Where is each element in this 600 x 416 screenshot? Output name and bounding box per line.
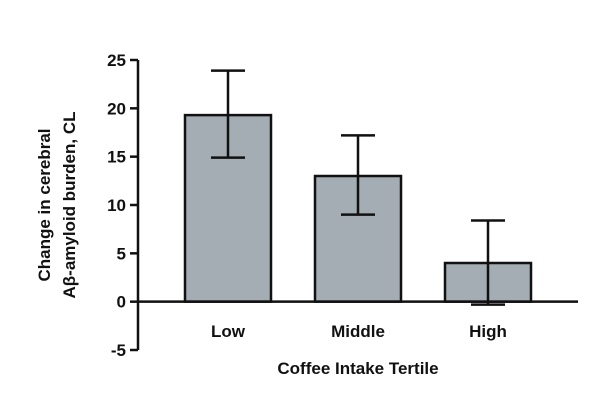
x-category-label: High xyxy=(469,322,507,341)
y-tick-label: 20 xyxy=(107,99,126,118)
x-axis-title: Coffee Intake Tertile xyxy=(277,359,438,378)
y-axis-title-line-1: Change in cerebral xyxy=(35,128,54,281)
x-category-label: Low xyxy=(211,322,246,341)
y-tick-label: 5 xyxy=(117,244,126,263)
y-tick-label: 25 xyxy=(107,51,126,70)
y-tick-label: 15 xyxy=(107,148,126,167)
y-axis-title: Change in cerebral Aβ-amyloid burden, CL xyxy=(35,112,79,299)
x-category-label: Middle xyxy=(331,322,385,341)
y-tick-label: -5 xyxy=(111,341,126,360)
y-axis-title-line-2: Aβ-amyloid burden, CL xyxy=(60,112,79,299)
plot-area: 25 20 15 10 5 0 -5 Low Middle High xyxy=(107,51,578,360)
y-tick-label: 0 xyxy=(117,293,126,312)
y-tick-label: 10 xyxy=(107,196,126,215)
